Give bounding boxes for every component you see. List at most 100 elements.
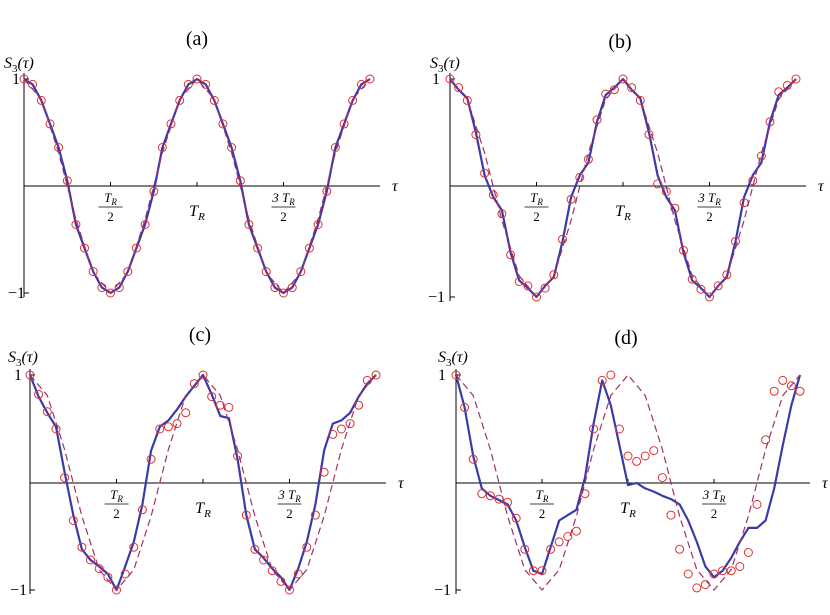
x-tick-numerator: 3 TR [277, 487, 301, 504]
chart-panel-3: (c) S3(τ)1 −1 τ TR 2 TR 3 TR 2 [8, 324, 405, 599]
series-solid-line [454, 374, 802, 579]
data-point-circle [580, 489, 590, 499]
data-point-circle [532, 292, 541, 302]
data-point-circle [649, 446, 659, 456]
data-point-circle [563, 532, 573, 541]
chart-panel-2: (b) S3(τ)1 −1 τ TR 2 TR 3 TR 2 [428, 31, 825, 306]
panel-title: (c) [189, 324, 211, 346]
data-point-circle [296, 267, 306, 277]
y-tick-label: 1 [432, 71, 440, 88]
data-point-circle [345, 419, 355, 429]
data-point-circle [769, 386, 779, 396]
data-point-circle [520, 544, 530, 554]
data-point-circle [189, 379, 199, 389]
data-point-circle [761, 435, 771, 445]
y-axis-label: S3(τ) [8, 349, 38, 369]
data-point-circle [460, 402, 470, 412]
x-tick-denominator: 2 [113, 506, 120, 521]
data-point-circle [339, 119, 349, 129]
data-point-circle [51, 424, 61, 434]
data-point-circle [319, 467, 329, 477]
data-point-circle [774, 87, 784, 97]
data-point-circle [696, 284, 706, 294]
y-tick-label: 1 [12, 71, 20, 88]
y-tick-label: 1 [14, 367, 22, 384]
data-point-circle [705, 292, 714, 302]
data-point-circle [19, 74, 29, 84]
x-tick-numerator: TR [530, 190, 543, 207]
data-point-circle [112, 585, 121, 595]
data-point-circle [140, 220, 150, 229]
y-axis-label: S3(τ) [4, 55, 34, 75]
data-point-circle [365, 74, 375, 84]
data-point-circle [354, 400, 364, 410]
data-point-circle [209, 95, 219, 105]
data-point-circle [653, 179, 663, 189]
data-point-circle [614, 424, 624, 434]
data-point-circle [679, 245, 688, 255]
data-point-circle [267, 566, 277, 576]
data-point-circle [675, 544, 685, 554]
data-point-circle [554, 537, 564, 547]
x-tick-label: TR [615, 203, 631, 223]
data-point-circle [627, 83, 637, 93]
data-point-circle [540, 283, 550, 293]
data-point-circle [285, 585, 294, 595]
x-tick-denominator: 2 [107, 209, 114, 224]
series-dashed-line [449, 78, 797, 298]
data-point-circle [778, 375, 788, 385]
x-tick-numerator: TR [110, 487, 123, 504]
data-point-circle [583, 154, 593, 164]
data-point-circle [523, 281, 533, 291]
x-tick-label: TR [620, 500, 636, 520]
data-point-circle [735, 562, 745, 571]
y-tick-label: −1 [8, 285, 25, 302]
data-point-circle [181, 408, 191, 418]
data-point-circle [558, 234, 567, 244]
data-point-circle [480, 168, 490, 178]
data-point-circle [163, 422, 173, 432]
data-point-circle [250, 544, 260, 554]
data-point-circle [726, 566, 736, 576]
data-point-circle [497, 209, 507, 219]
series-dashed-line [455, 374, 801, 591]
data-point-circle [606, 370, 616, 380]
data-point-circle [175, 95, 185, 105]
data-point-circle [71, 220, 81, 229]
x-axis-label: τ [822, 475, 829, 492]
data-point-circle [709, 569, 719, 579]
data-point-circle [172, 419, 182, 429]
data-point-circle [477, 489, 487, 499]
data-point-circle [635, 95, 645, 105]
data-point-circle [575, 172, 585, 182]
data-point-circle [485, 491, 495, 501]
data-point-circle [666, 510, 676, 520]
data-point-circle [468, 454, 478, 464]
data-point-circle [471, 130, 481, 140]
data-point-circle [149, 186, 159, 196]
series-dashed-line [23, 78, 371, 294]
data-point-circle [718, 566, 728, 576]
data-point-circle [215, 400, 225, 410]
data-point-circle [336, 424, 346, 434]
data-point-circle [618, 74, 628, 84]
data-point-circle [488, 190, 498, 200]
data-point-circle [445, 74, 455, 84]
data-point-circle [233, 451, 243, 461]
data-point-circle [77, 542, 87, 552]
data-point-circle [462, 95, 472, 105]
data-point-circle [722, 270, 732, 280]
x-tick-numerator: TR [536, 487, 549, 504]
data-point-circle [241, 510, 251, 520]
data-point-circle [34, 389, 44, 399]
series-solid-line [28, 373, 377, 592]
y-tick-label: −1 [10, 582, 27, 599]
data-point-circle [683, 569, 693, 579]
data-point-circle [60, 473, 70, 483]
data-point-circle [137, 505, 147, 515]
data-point-circle [506, 250, 516, 260]
data-point-circle [25, 370, 35, 380]
x-tick-denominator: 2 [711, 506, 718, 521]
x-axis-label: τ [398, 475, 405, 492]
